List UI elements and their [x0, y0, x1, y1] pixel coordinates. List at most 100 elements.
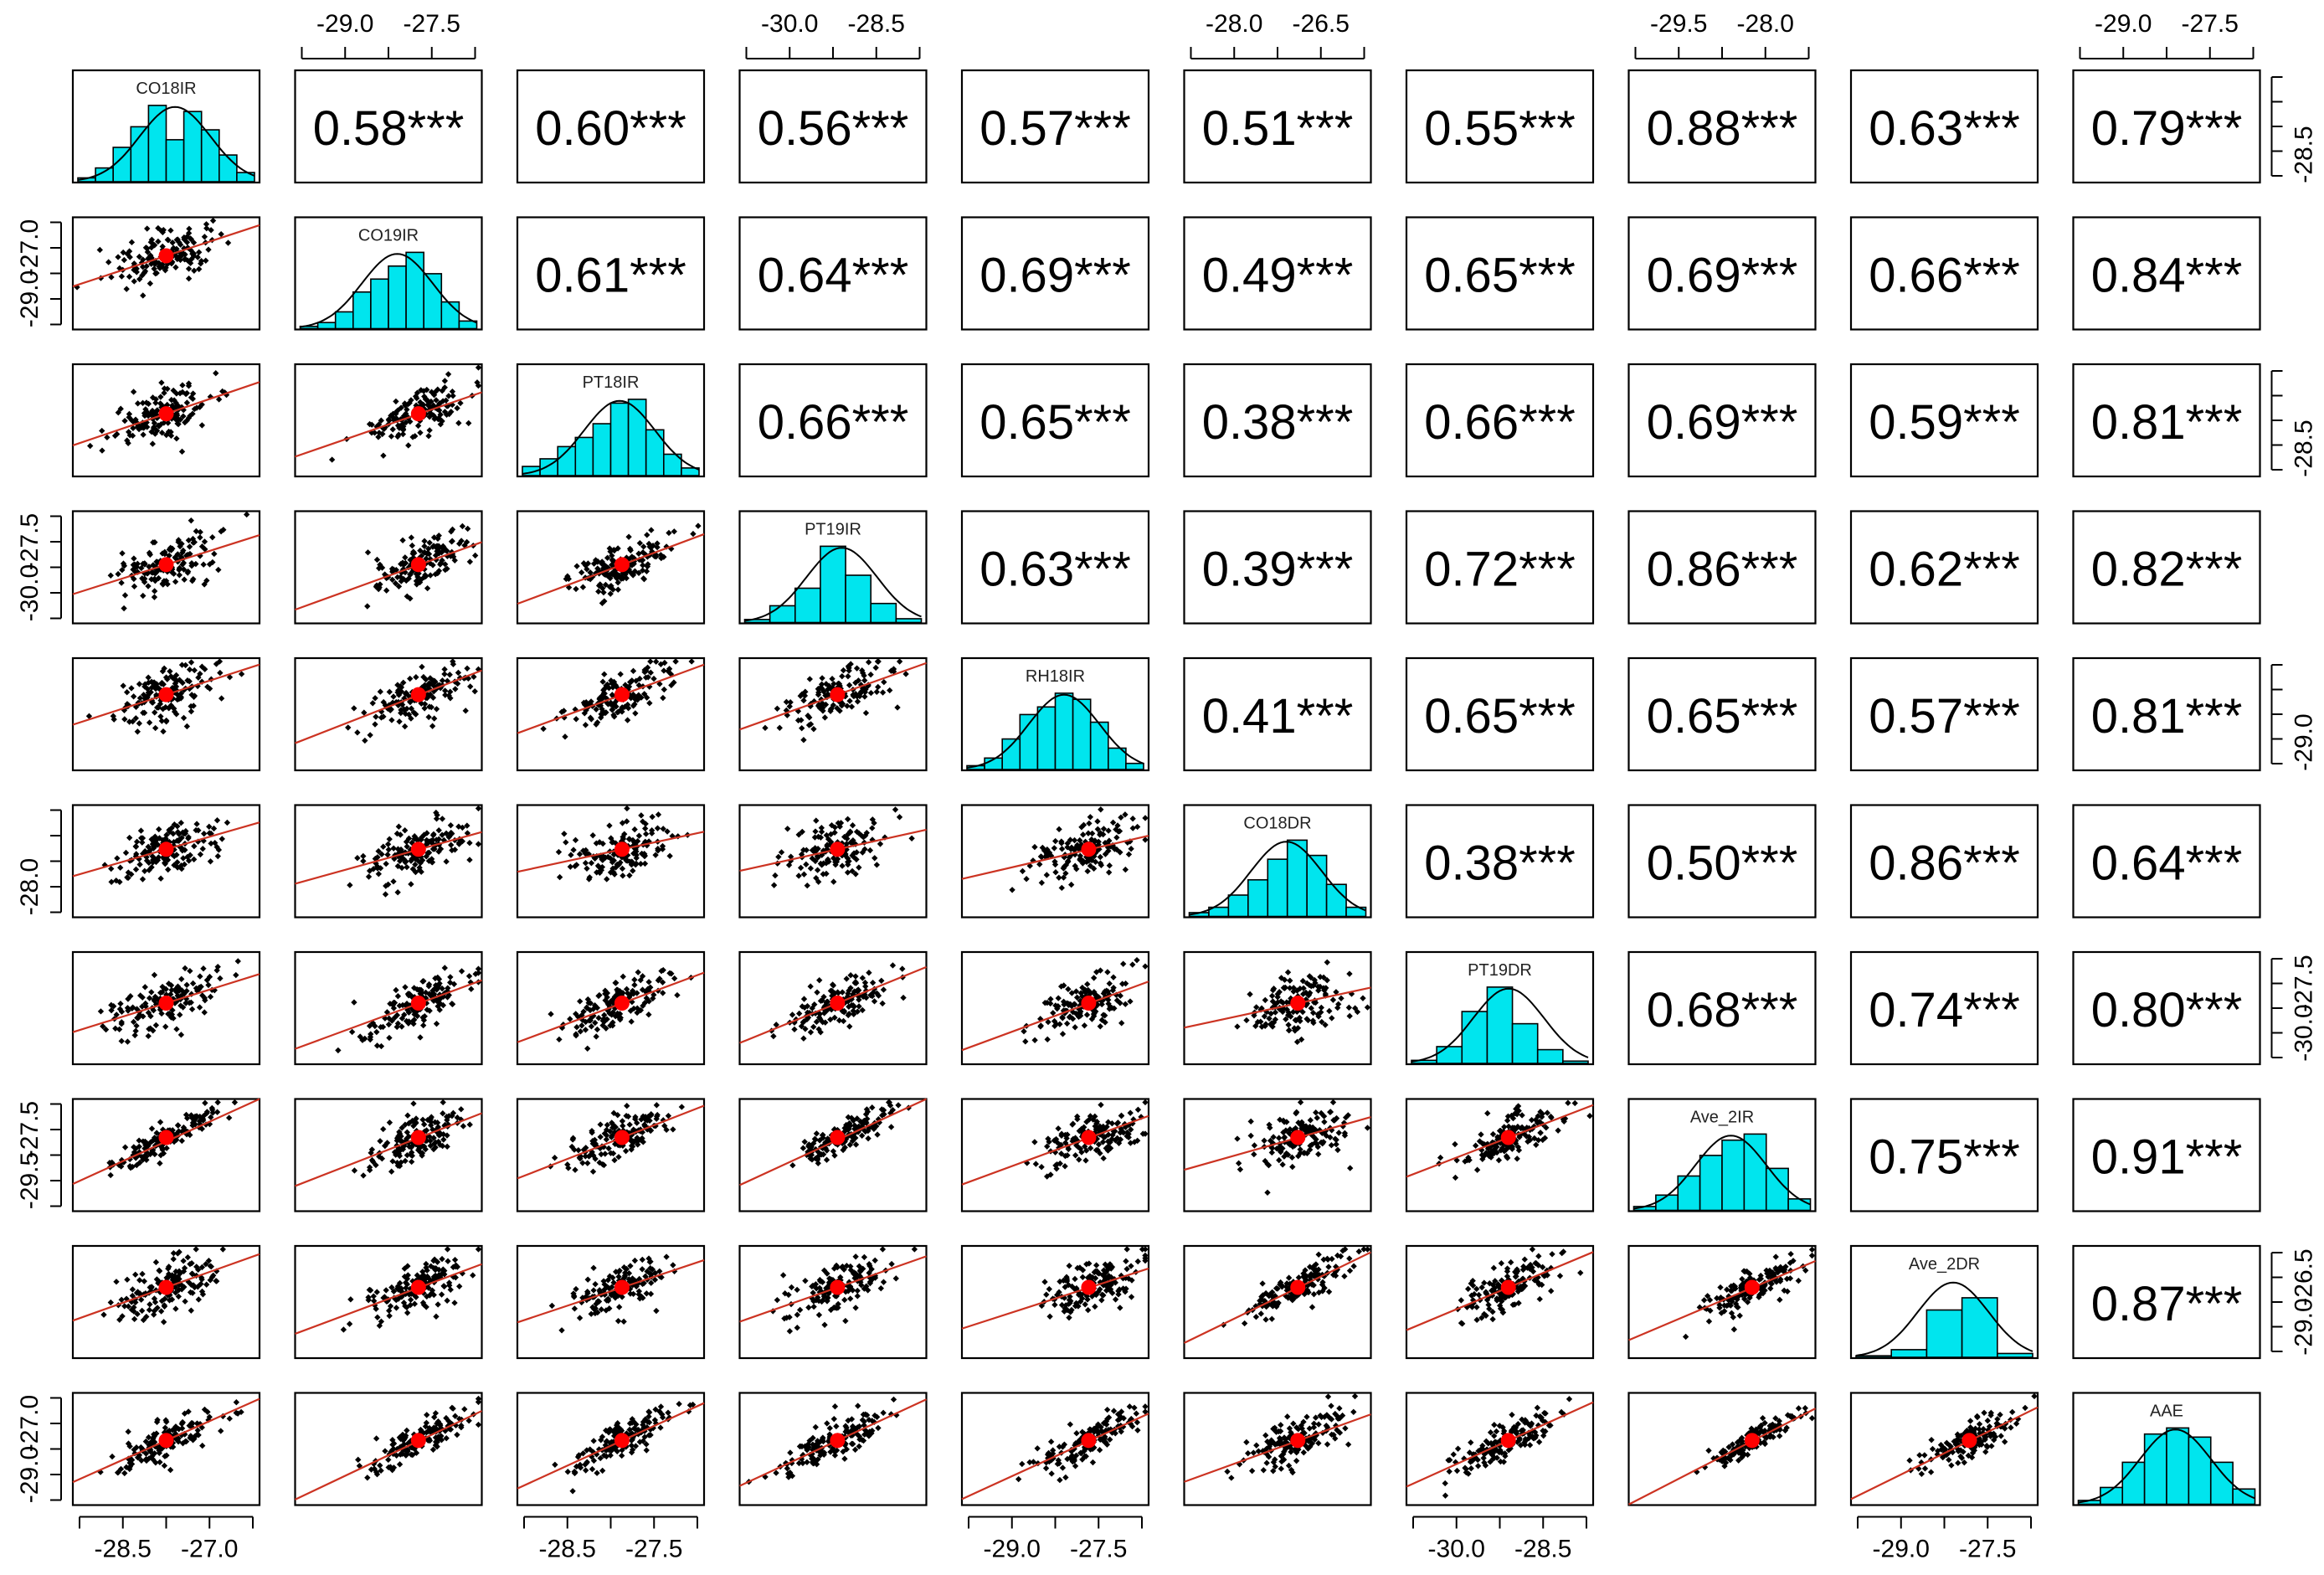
scatter-point [437, 561, 444, 568]
scatter-point [161, 389, 167, 396]
scatter-point [115, 409, 121, 416]
scatter-point [155, 224, 162, 232]
scatter-point [450, 553, 457, 560]
centroid-marker [614, 557, 630, 573]
centroid-marker [410, 842, 426, 857]
scatter-point [448, 538, 455, 545]
scatter-point [399, 420, 406, 428]
scatter-point [439, 418, 445, 425]
centroid-marker [1081, 1130, 1097, 1145]
scatter-point [115, 570, 121, 578]
centroid-marker [158, 557, 174, 573]
scatter-point [140, 431, 147, 438]
panel-border [294, 69, 483, 184]
scatter-point [178, 448, 186, 456]
scatter-point [454, 404, 460, 412]
cell-CO19IR-AAE: 0.84*** [2072, 216, 2261, 331]
variable-label: PT18IR [583, 373, 640, 392]
scatter-point [373, 556, 381, 564]
scatter-point [201, 538, 208, 545]
panel-border [1405, 510, 1595, 625]
scatter-point [607, 574, 614, 582]
histogram-bar [681, 467, 700, 476]
panel-border [2072, 216, 2261, 331]
correlation-value: 0.91*** [2091, 1130, 2243, 1185]
scatter-point [394, 433, 401, 440]
scatter-point [398, 404, 404, 411]
scatter-point [128, 239, 136, 246]
centroid-marker [158, 996, 174, 1011]
correlation-value: 0.79*** [2091, 101, 2243, 156]
correlation-value: 0.62*** [1869, 543, 2020, 597]
scatter-point [175, 538, 182, 546]
scatter-point [158, 379, 165, 386]
correlation-value: 0.74*** [1869, 983, 2020, 1037]
scatter-point [176, 239, 183, 246]
cell-RH18IR-PT18IR [516, 656, 706, 772]
centroid-marker [410, 406, 426, 422]
cell-PT19IR-CO18IR [71, 510, 261, 625]
cell-PT18IR-PT19IR: 0.66*** [738, 363, 928, 478]
correlation-value: 0.81*** [2091, 689, 2243, 744]
panel-border [1183, 510, 1372, 625]
cell-CO18IR-PT19DR: 0.55*** [1405, 69, 1595, 184]
scatter-point [126, 429, 132, 435]
histogram-bar [1699, 1155, 1723, 1212]
scatter-point [445, 410, 453, 418]
scatter-point [407, 418, 414, 425]
scatter-point [121, 605, 127, 612]
scatter-point [427, 404, 434, 410]
scatter-point [594, 565, 601, 572]
centroid-marker [410, 1279, 426, 1295]
histogram-bar [592, 423, 612, 476]
scatter-point [695, 522, 702, 529]
scatter-point [442, 561, 449, 568]
panel-border [1405, 363, 1595, 478]
cell-Ave_2DR-CO18IR [71, 1244, 261, 1360]
scatter-point [385, 416, 392, 423]
scatter-point [147, 280, 154, 287]
histogram-bar [1461, 1011, 1488, 1064]
scatter-point [208, 227, 214, 234]
panel-border [738, 69, 928, 184]
scatter-point [604, 554, 611, 561]
correlation-value: 0.69*** [1647, 395, 1798, 450]
correlation-value: 0.65*** [1424, 689, 1576, 744]
scatter-point [435, 568, 443, 574]
scatter-point [328, 456, 336, 463]
scatter-point [428, 389, 435, 395]
scatter-point [444, 548, 450, 554]
scatter-point [603, 570, 609, 578]
scatter-point [153, 569, 161, 575]
panel-border [1405, 216, 1595, 331]
scatter-point [643, 568, 650, 574]
scatter-point [155, 574, 162, 582]
scatter-point [155, 238, 162, 245]
scatter-point [457, 399, 464, 407]
scatter-point [155, 422, 162, 429]
scatter-point [179, 561, 186, 568]
centroid-marker [410, 1130, 426, 1145]
scatter-point [172, 264, 179, 270]
scatter-point [578, 569, 585, 576]
cell-PT18IR-RH18IR: 0.65*** [960, 363, 1150, 478]
scatter-point [185, 383, 193, 389]
scatter-point [389, 426, 396, 433]
variable-label: CO18IR [136, 80, 196, 98]
variable-label: Ave_2IR [1690, 1109, 1754, 1127]
scatter-point [134, 400, 141, 407]
scatter-point [440, 543, 446, 550]
scatter-point [635, 550, 642, 557]
histogram-bar [645, 429, 665, 476]
cell-Ave_2IR-AAE: 0.91*** [2072, 1098, 2261, 1212]
cell-Ave_2IR-Ave_2IR: Ave_2IR [1627, 1098, 1817, 1212]
histogram-bar [112, 147, 132, 183]
histogram-bar [1511, 1022, 1539, 1064]
scatter-point [151, 588, 158, 594]
scatter-point [414, 581, 420, 588]
cell-PT19DR-AAE: 0.80*** [2072, 950, 2261, 1066]
scatter-point [625, 533, 632, 540]
correlation-value: 0.56*** [758, 101, 909, 156]
scatter-point [475, 364, 482, 371]
scatter-point [423, 555, 429, 562]
